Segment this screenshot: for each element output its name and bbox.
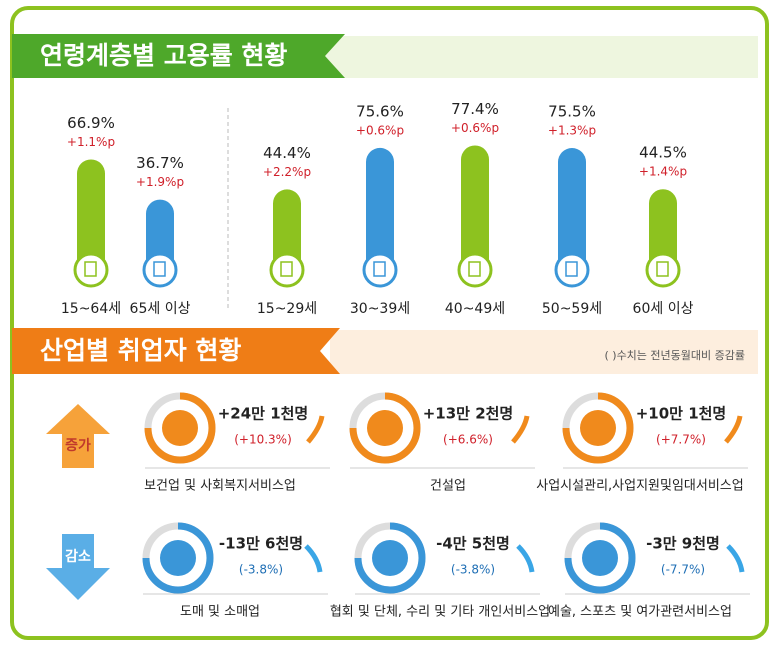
- trend-arrow: [726, 544, 745, 573]
- amount: +24만 1천명: [218, 405, 309, 423]
- value-label: 75.5%: [548, 103, 596, 121]
- rate: (-3.8%): [451, 563, 495, 577]
- change-label: +0.6%p: [356, 123, 404, 137]
- section-title: 연령계층별 고용률 현황: [40, 41, 287, 70]
- industry-name: 사업시설관리,사업지원및임대서비스업: [536, 479, 743, 494]
- trend-arrow: [304, 544, 323, 573]
- ring: [354, 522, 426, 594]
- frame: [10, 6, 769, 640]
- rate: (+7.7%): [656, 433, 706, 447]
- trend-arrow: [511, 415, 530, 444]
- down-arrow: [46, 534, 110, 600]
- value-label: 75.6%: [356, 102, 404, 120]
- trend-arrow: [306, 415, 325, 444]
- icon: [162, 410, 198, 446]
- category-label: 15~29세: [257, 301, 317, 317]
- header-band: [300, 36, 758, 78]
- change-label: +2.2%p: [263, 165, 311, 179]
- change-label: +1.3%p: [548, 124, 596, 138]
- ring: [562, 392, 634, 464]
- change-label: +1.4%p: [639, 165, 687, 179]
- bar-icon: [457, 252, 493, 288]
- industry-name: 예술, 스포츠 및 여가관련서비스업: [548, 605, 732, 620]
- industry-name: 도매 및 소매업: [180, 605, 260, 620]
- value-label: 44.5%: [639, 144, 687, 162]
- industry-name: 보건업 및 사회복지서비스업: [144, 479, 296, 494]
- value-label: 44.4%: [263, 144, 311, 162]
- bar-icon: [269, 252, 305, 288]
- ring: [142, 522, 214, 594]
- category-label: 15~64세: [61, 301, 121, 317]
- industry-name: 협회 및 단체, 수리 및 기타 개인서비스업: [330, 605, 550, 620]
- rate: (-3.8%): [239, 563, 283, 577]
- ring: [564, 522, 636, 594]
- bar-icon-doc: [468, 261, 481, 277]
- trend-arrow: [516, 544, 535, 573]
- header-band: [330, 330, 758, 374]
- bar-icon: [645, 252, 681, 288]
- decrease-label: 감소: [65, 548, 91, 565]
- change-label: +1.1%p: [67, 135, 115, 149]
- trend-arrow: [724, 415, 743, 444]
- bar-icon: [142, 252, 178, 288]
- bar: [461, 145, 489, 287]
- up-arrow: [46, 404, 110, 468]
- amount: -4만 5천명: [436, 535, 510, 553]
- category-label: 60세 이상: [633, 301, 694, 317]
- section-title: 산업별 취업자 현황: [40, 336, 241, 365]
- bar-icon-doc: [656, 261, 669, 277]
- amount: +13만 2천명: [423, 405, 514, 423]
- category-label: 50~59세: [542, 301, 602, 317]
- bar-icon: [554, 252, 590, 288]
- increase-label: 증가: [65, 438, 91, 454]
- ring: [144, 392, 216, 464]
- rate: (+10.3%): [234, 433, 292, 447]
- icon: [372, 540, 408, 576]
- value-label: 66.9%: [67, 114, 115, 132]
- bar-icon-doc: [280, 261, 293, 277]
- amount: -13만 6천명: [219, 535, 303, 553]
- industry-name: 건설업: [430, 479, 466, 494]
- change-label: +1.9%p: [136, 175, 184, 189]
- bar: [558, 148, 586, 287]
- value-label: 36.7%: [136, 154, 184, 172]
- bar-icon-doc: [565, 261, 578, 277]
- icon: [582, 540, 618, 576]
- category-label: 65세 이상: [130, 301, 191, 317]
- bar-icon-doc: [153, 261, 166, 277]
- value-label: 77.4%: [451, 100, 499, 118]
- amount: -3만 9천명: [646, 535, 720, 553]
- bar: [366, 147, 394, 287]
- header-banner: [12, 34, 345, 78]
- bar-icon-doc: [84, 261, 97, 277]
- bar-icon-doc: [373, 261, 386, 277]
- rate: (+6.6%): [443, 433, 493, 447]
- header-banner: [12, 328, 340, 374]
- amount: +10만 1천명: [636, 405, 727, 423]
- icon: [160, 540, 196, 576]
- icon: [580, 410, 616, 446]
- bar-icon: [73, 252, 109, 288]
- change-label: +0.6%p: [451, 121, 499, 135]
- rate: (-7.7%): [661, 563, 705, 577]
- note: ( )수치는 전년동월대비 증감률: [604, 349, 745, 362]
- bar-icon: [362, 252, 398, 288]
- category-label: 40~49세: [445, 301, 505, 317]
- icon: [367, 410, 403, 446]
- ring: [349, 392, 421, 464]
- category-label: 30~39세: [350, 301, 410, 317]
